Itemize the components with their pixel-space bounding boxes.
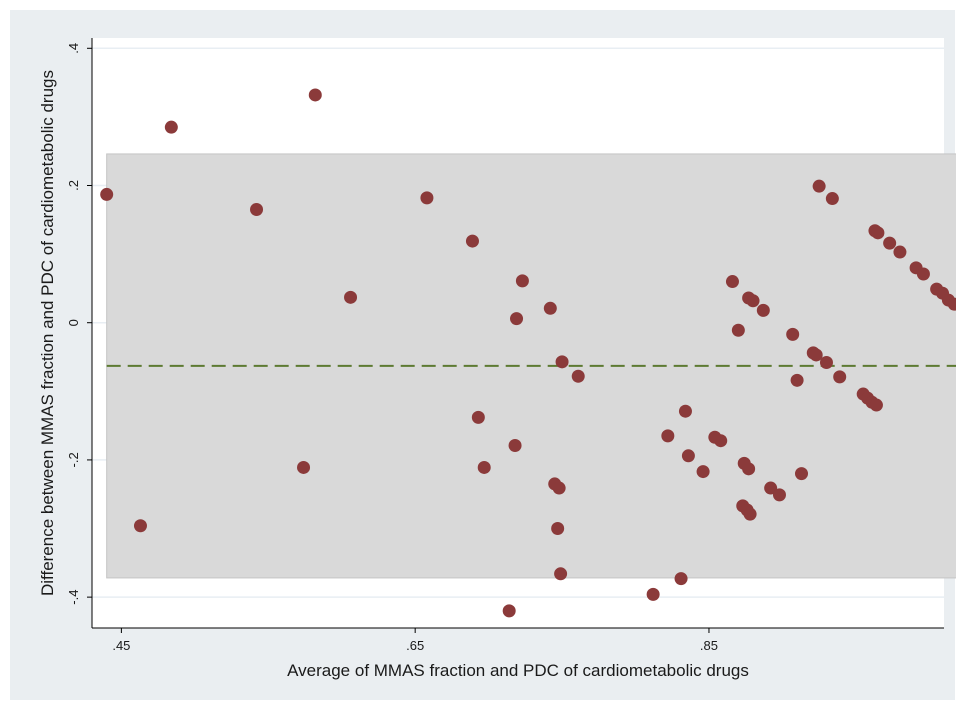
data-point [790, 373, 804, 387]
data-point [661, 429, 675, 443]
y-tick-label: .4 [66, 43, 81, 54]
data-point [742, 462, 756, 476]
data-point [420, 191, 434, 205]
data-point [477, 460, 491, 474]
data-point [696, 465, 710, 479]
data-point [731, 323, 745, 337]
data-point [308, 88, 322, 102]
data-point [100, 187, 114, 201]
data-point [795, 467, 809, 481]
data-point [543, 301, 557, 315]
x-axis-title: Average of MMAS fraction and PDC of card… [287, 661, 749, 680]
data-point [678, 404, 692, 418]
x-tick-label: .65 [406, 638, 424, 653]
data-point [552, 481, 566, 495]
data-point [809, 348, 823, 362]
data-point [756, 303, 770, 317]
y-tick-label: .2 [66, 180, 81, 191]
data-point [555, 355, 569, 369]
data-point [510, 312, 524, 326]
y-axis-title: Difference between MMAS fraction and PDC… [38, 70, 57, 596]
data-point [551, 522, 565, 536]
data-point [164, 120, 178, 134]
data-point [133, 519, 147, 533]
axes: -.4 -.2 0 .2 .4 .45 .65 .85 [66, 38, 944, 653]
data-point [465, 234, 479, 248]
data-point [947, 297, 956, 311]
data-point [344, 290, 358, 304]
data-point [869, 398, 883, 412]
data-point [764, 481, 778, 495]
data-point [646, 587, 660, 601]
data-point [833, 370, 847, 384]
data-point [571, 369, 585, 383]
data-point [786, 327, 800, 341]
data-point [714, 434, 728, 448]
data-point [772, 488, 786, 502]
data-points [100, 88, 956, 618]
data-point [471, 410, 485, 424]
data-point [250, 203, 264, 217]
y-tick-label: -.2 [66, 452, 81, 467]
data-point [819, 356, 833, 369]
data-point [916, 267, 930, 281]
data-point [725, 275, 739, 289]
data-point [746, 294, 760, 308]
data-point [743, 507, 757, 521]
data-point [883, 236, 897, 250]
data-point [681, 449, 695, 463]
y-tick-label: 0 [66, 319, 81, 326]
data-point [674, 572, 688, 586]
data-point [893, 245, 907, 259]
data-point [508, 439, 522, 453]
data-point [825, 192, 839, 206]
data-point [297, 460, 311, 474]
data-point [502, 604, 516, 618]
data-point [515, 274, 529, 288]
x-tick-label: .45 [112, 638, 130, 653]
data-point [871, 226, 885, 240]
y-tick-label: -.4 [66, 590, 81, 605]
data-point [812, 179, 826, 193]
x-tick-label: .85 [700, 638, 718, 653]
data-point [554, 567, 568, 581]
